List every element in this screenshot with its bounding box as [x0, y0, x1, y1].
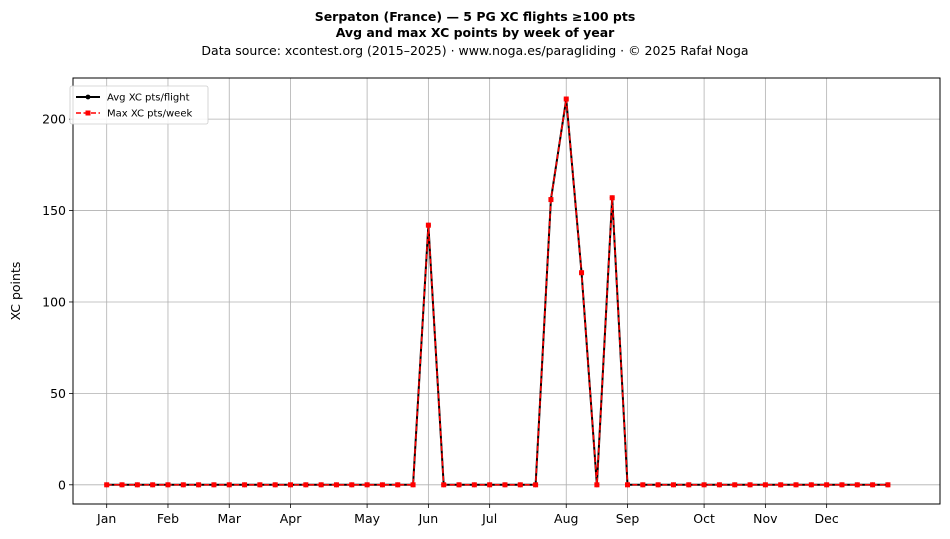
data-point: [119, 482, 125, 488]
data-point: [379, 482, 385, 488]
x-tick-label: Jan: [96, 511, 116, 526]
legend-label: Avg XC pts/flight: [107, 93, 190, 104]
x-tick-label: Sep: [616, 511, 640, 526]
data-point: [104, 482, 110, 488]
data-point: [793, 482, 799, 488]
x-axis: Jan Feb Mar Apr May Jun Jul Aug Sep Oct Nov Dec: [96, 504, 839, 526]
data-point: [548, 197, 554, 203]
data-point: [288, 482, 294, 488]
y-tick-label: 0: [58, 477, 66, 492]
data-point: [456, 482, 462, 488]
x-tick-label: Dec: [815, 511, 839, 526]
x-tick-label: Nov: [753, 511, 778, 526]
legend-swatch-marker: [85, 94, 91, 100]
data-point: [747, 482, 753, 488]
grid: [73, 78, 940, 504]
data-point: [364, 482, 370, 488]
data-point: [196, 482, 202, 488]
chart-subtitle: Avg and max XC points by week of year: [336, 25, 615, 40]
data-point: [885, 482, 891, 488]
data-point: [670, 482, 676, 488]
data-point: [655, 482, 661, 488]
data-point: [318, 482, 324, 488]
series-avg: [104, 96, 891, 488]
data-point: [579, 270, 585, 276]
data-point: [349, 482, 355, 488]
data-point: [425, 222, 431, 228]
x-tick-label: Aug: [554, 511, 578, 526]
data-point: [471, 482, 477, 488]
legend: Avg XC pts/flight Max XC pts/week: [69, 85, 209, 125]
series-line: [106, 98, 888, 486]
data-point: [594, 482, 600, 488]
data-point: [502, 482, 508, 488]
data-point: [716, 482, 722, 488]
data-point: [762, 482, 768, 488]
chart-titles: Serpaton (France) — 5 PG XC flights ≥100…: [201, 9, 748, 58]
data-point: [180, 482, 186, 488]
y-axis: 0 50 100 150 200: [42, 112, 73, 492]
data-point: [272, 482, 278, 488]
data-point: [808, 482, 814, 488]
data-point: [609, 195, 615, 201]
x-tick-label: Mar: [217, 511, 241, 526]
data-point: [441, 482, 447, 488]
data-point: [134, 482, 140, 488]
chart-title: Serpaton (France) — 5 PG XC flights ≥100…: [315, 9, 636, 24]
data-point: [839, 482, 845, 488]
data-point: [226, 482, 232, 488]
series-layer: [104, 96, 891, 488]
data-point: [333, 482, 339, 488]
data-point: [150, 482, 156, 488]
data-point: [395, 482, 401, 488]
legend-label: Max XC pts/week: [107, 109, 192, 120]
x-tick-label: Jun: [418, 511, 439, 526]
data-point: [625, 482, 631, 488]
data-point: [517, 482, 523, 488]
data-point: [732, 482, 738, 488]
data-point: [778, 482, 784, 488]
y-tick-label: 150: [42, 203, 66, 218]
data-point: [701, 482, 707, 488]
data-point: [410, 482, 416, 488]
data-point: [533, 482, 539, 488]
x-tick-label: Oct: [693, 511, 715, 526]
series-line: [106, 98, 888, 486]
x-tick-label: Jul: [481, 511, 497, 526]
data-point: [211, 482, 217, 488]
data-point: [303, 482, 309, 488]
y-axis-label: XC points: [8, 262, 23, 321]
x-tick-label: Feb: [157, 511, 179, 526]
x-tick-label: Apr: [280, 511, 302, 526]
series-max: [104, 96, 891, 488]
data-point: [165, 482, 171, 488]
legend-box: [69, 85, 209, 125]
data-point: [854, 482, 860, 488]
y-tick-label: 50: [50, 386, 66, 401]
data-point: [686, 482, 692, 488]
data-point: [824, 482, 830, 488]
data-point: [563, 96, 569, 102]
legend-swatch-marker: [85, 110, 91, 116]
data-point: [870, 482, 876, 488]
data-point: [640, 482, 646, 488]
data-point: [257, 482, 263, 488]
data-point: [242, 482, 248, 488]
chart-source-line: Data source: xcontest.org (2015–2025) · …: [201, 43, 748, 58]
y-tick-label: 100: [42, 294, 66, 309]
y-tick-label: 200: [42, 112, 66, 127]
data-point: [487, 482, 493, 488]
plot-frame: [72, 77, 941, 505]
x-tick-label: May: [354, 511, 380, 526]
